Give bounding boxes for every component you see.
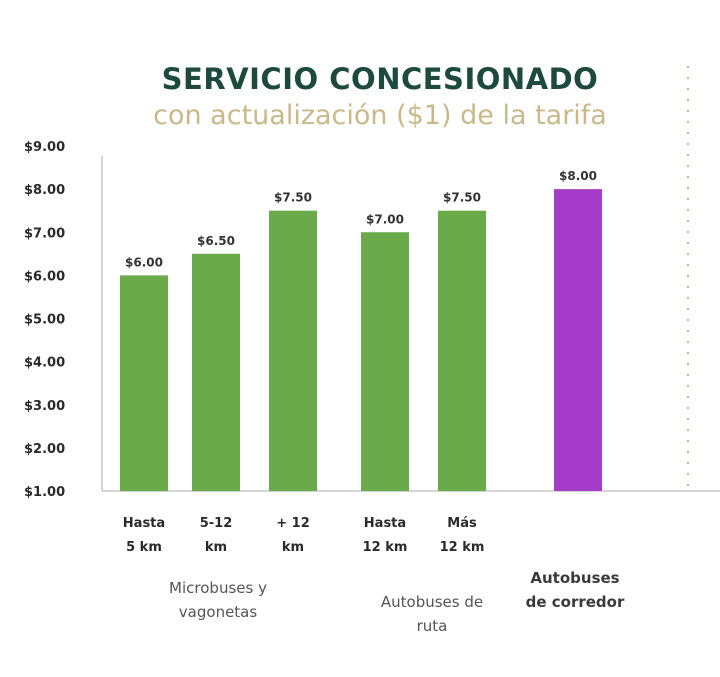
chart-title: SERVICIO CONCESIONADO — [161, 62, 599, 96]
bar — [269, 210, 317, 491]
data-label: $6.00 — [125, 255, 163, 269]
bar — [192, 253, 240, 491]
y-tick-label: $2.00 — [24, 442, 65, 457]
y-tick-label: $9.00 — [24, 140, 65, 155]
category-label: 5 km — [126, 540, 162, 555]
group-label: de corredor — [526, 593, 625, 611]
bar — [554, 189, 602, 491]
category-label: + 12 — [276, 516, 310, 531]
y-tick-label: $8.00 — [24, 183, 65, 198]
group-label: Autobuses de — [381, 593, 483, 611]
category-label: 12 km — [440, 540, 485, 555]
category-label: 5-12 — [200, 516, 233, 531]
data-label: $7.00 — [366, 212, 404, 226]
y-tick-label: $1.00 — [24, 485, 65, 500]
group-label: vagonetas — [179, 603, 258, 621]
y-tick-label: $5.00 — [24, 313, 65, 328]
data-label: $7.50 — [443, 191, 481, 205]
group-label: Microbuses y — [169, 579, 267, 597]
y-tick-label: $4.00 — [24, 356, 65, 371]
category-label: Hasta — [123, 516, 165, 531]
chart-subtitle: con actualización ($1) de la tarifa — [153, 100, 607, 131]
bar — [361, 232, 409, 491]
y-tick-label: $6.00 — [24, 269, 65, 284]
data-label: $8.00 — [559, 169, 597, 183]
y-tick-label: $7.00 — [24, 226, 65, 241]
category-label: km — [282, 540, 304, 555]
bar — [438, 210, 486, 491]
group-label: Autobuses — [530, 569, 619, 587]
y-tick-label: $3.00 — [24, 399, 65, 414]
data-label: $6.50 — [197, 234, 235, 248]
bar — [120, 275, 168, 491]
group-label: ruta — [417, 617, 448, 635]
category-label: km — [205, 540, 227, 555]
category-label: Más — [447, 516, 477, 531]
data-label: $7.50 — [274, 191, 312, 205]
category-label: 12 km — [363, 540, 408, 555]
category-label: Hasta — [364, 516, 406, 531]
